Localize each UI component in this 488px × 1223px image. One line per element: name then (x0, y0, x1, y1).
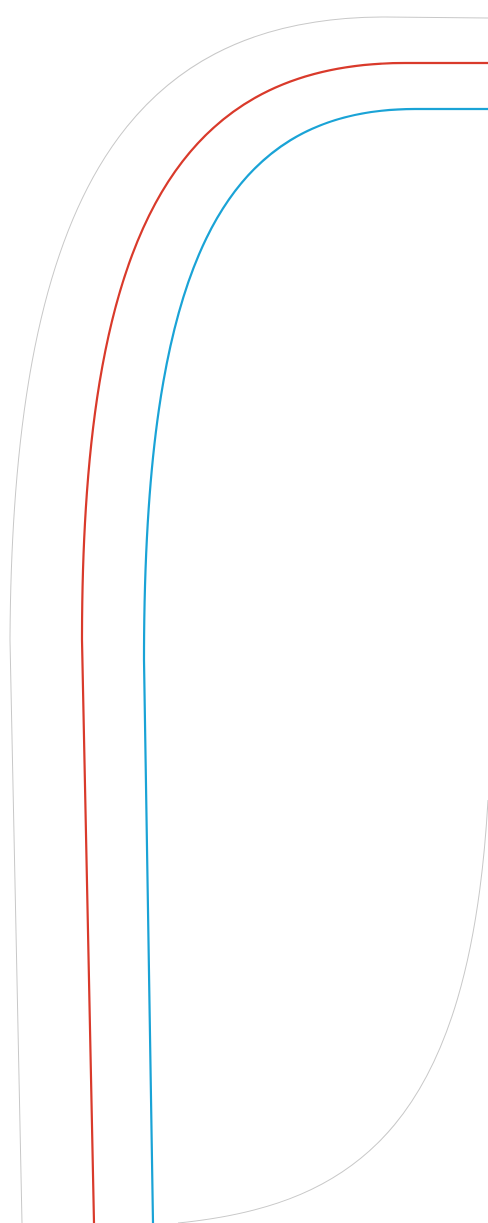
blue-line-path (142, 107, 488, 1223)
red-line-path (80, 61, 488, 1223)
outline-lower-right-path (177, 799, 488, 1223)
outline-path (9, 16, 488, 1223)
